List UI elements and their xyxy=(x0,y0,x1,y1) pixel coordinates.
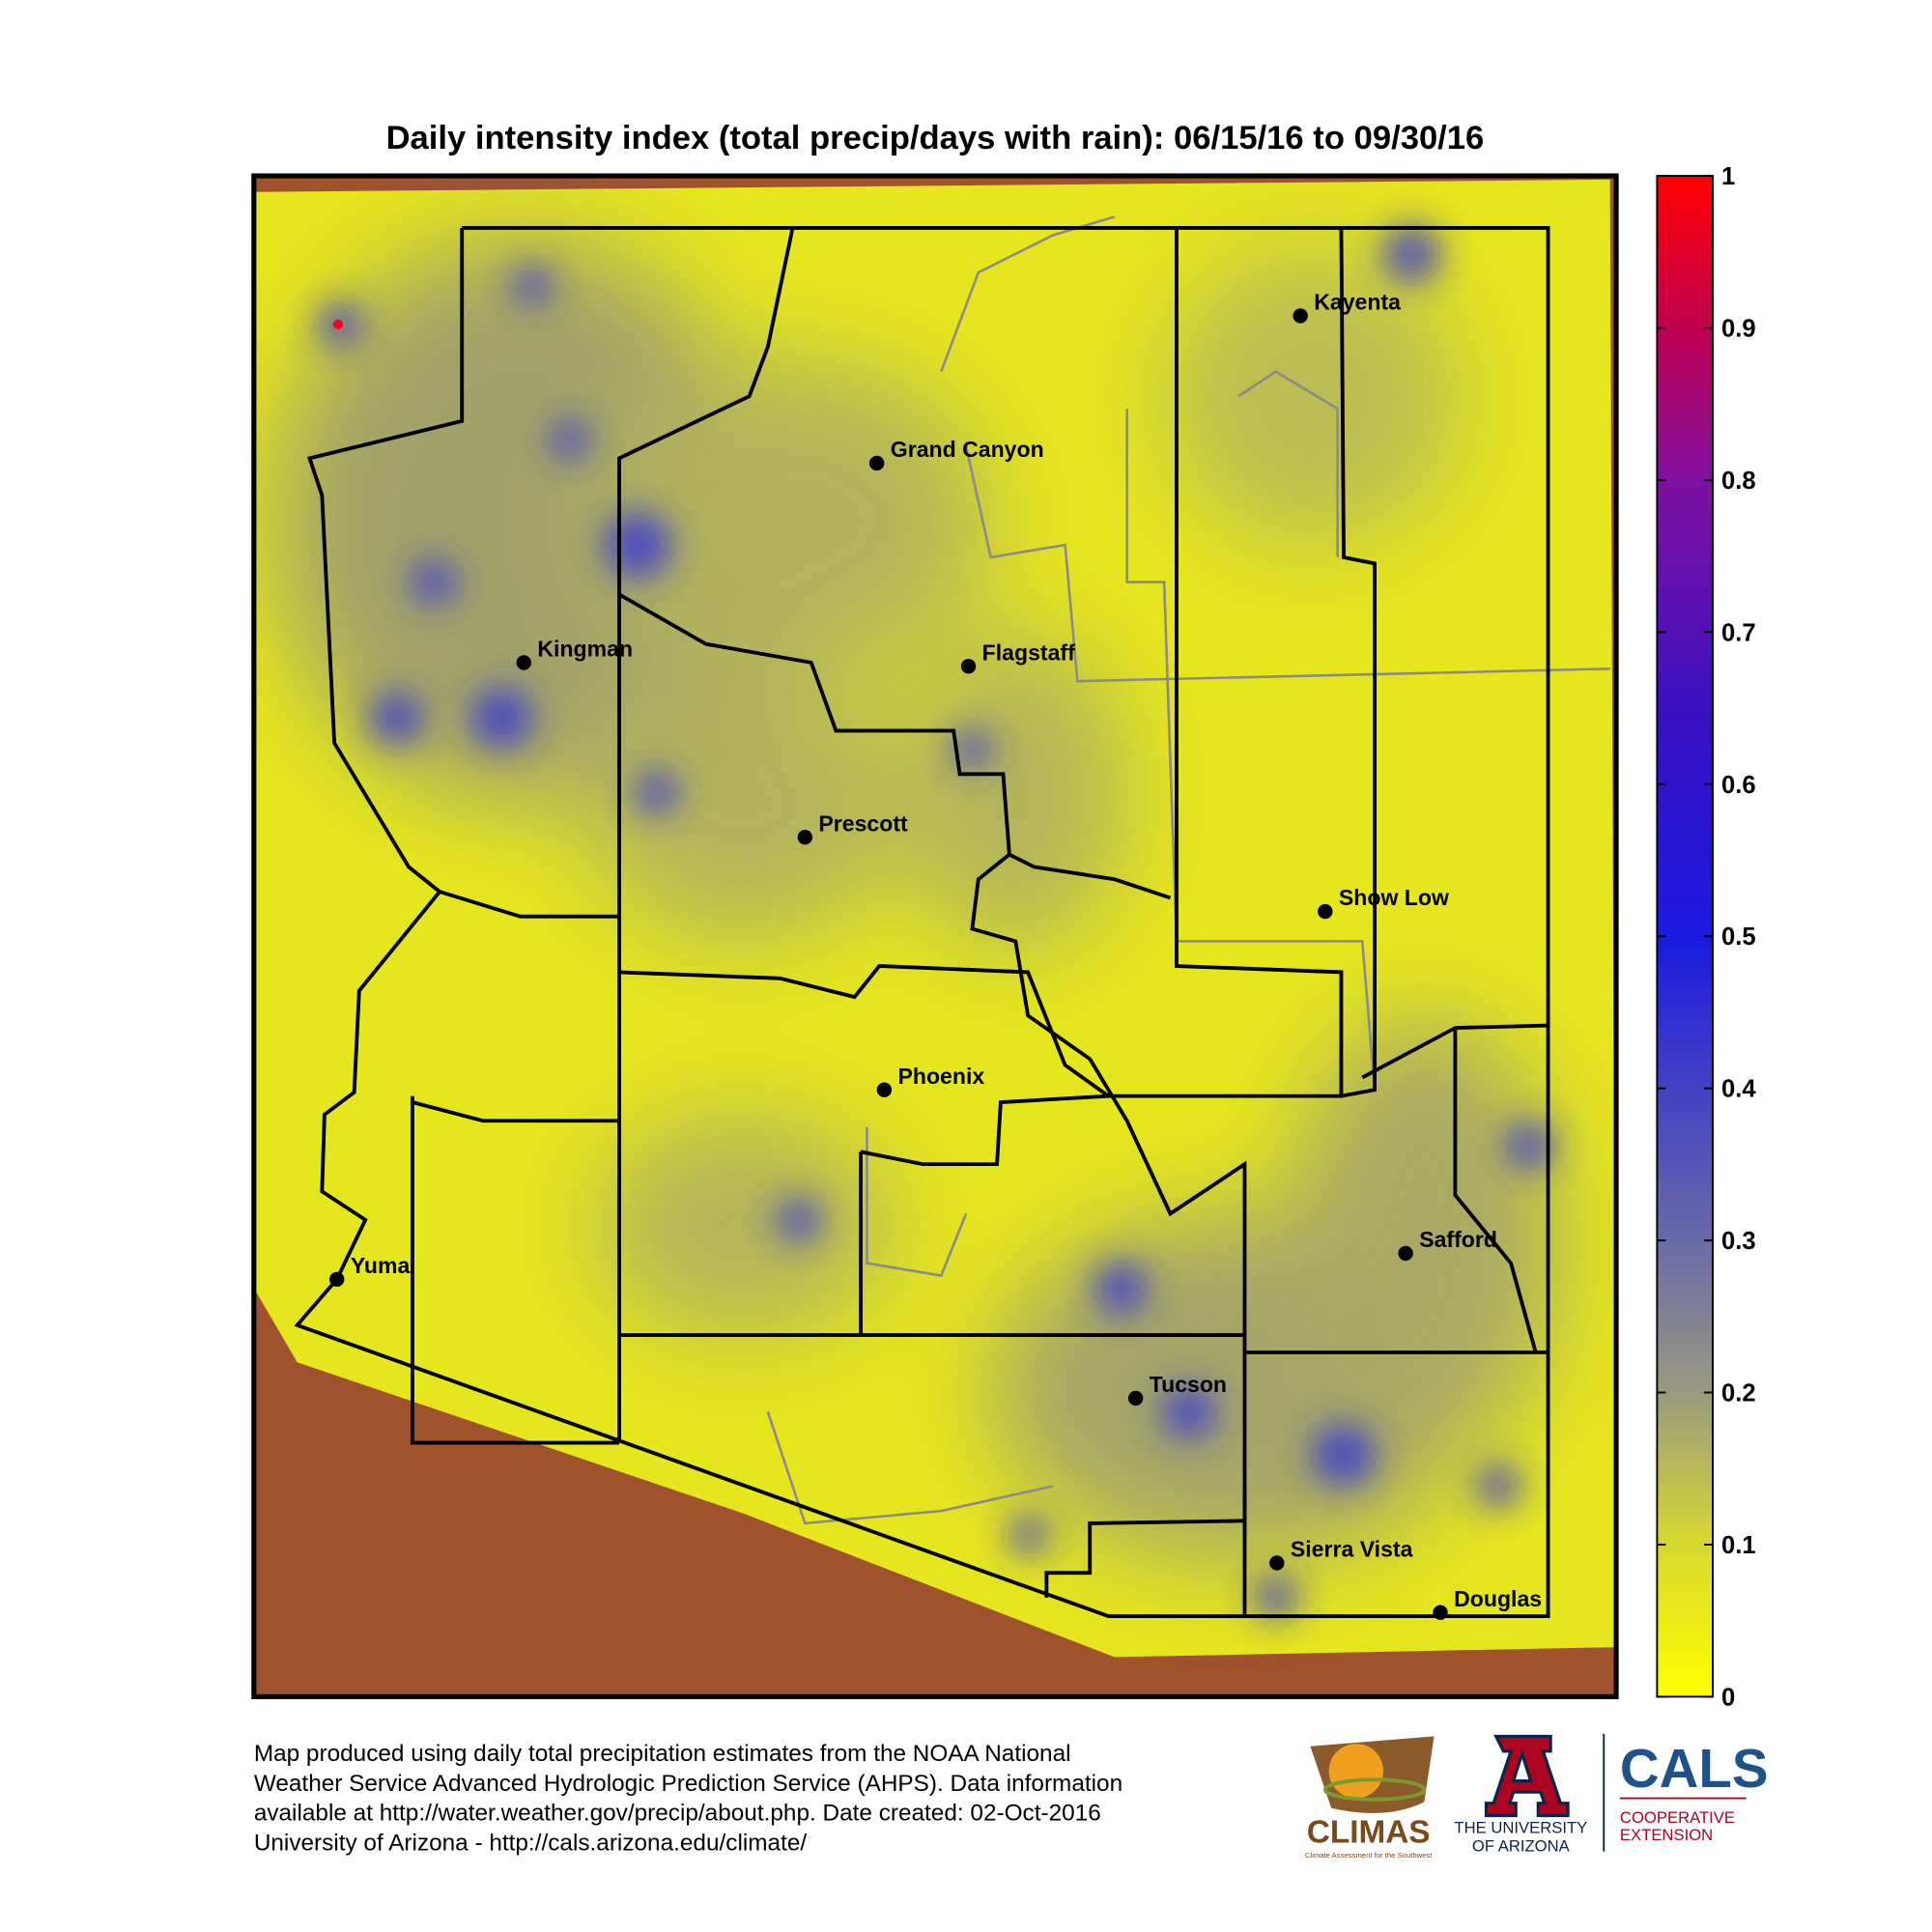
climas-logo: CLIMAS xyxy=(1307,1815,1431,1851)
city-dot xyxy=(1127,1390,1144,1406)
colorbar-ticks: 0 0.1 0.2 0.3 0.4 0.5 0.6 0.7 0.8 0.9 1 xyxy=(1657,163,1756,1711)
map-area xyxy=(253,176,1617,1697)
reservation-lines xyxy=(766,215,1610,1525)
city-label: Douglas xyxy=(1454,1586,1542,1611)
city-label: Show Low xyxy=(1339,885,1449,910)
colorbar-tick-label: 0.7 xyxy=(1721,619,1756,646)
ua-logo: THE UNIVERSITY xyxy=(1454,1818,1587,1836)
city-dot xyxy=(516,655,531,670)
city-dot xyxy=(1293,308,1308,324)
city-label: Tucson xyxy=(1150,1372,1227,1397)
ua-icon xyxy=(1484,1734,1570,1818)
boundaries xyxy=(294,225,1550,1619)
cals-sub: COOPERATIVE xyxy=(1620,1808,1735,1827)
colorbar-tick-label: 0.4 xyxy=(1721,1076,1756,1103)
footer-line: available at http://water.weather.gov/pr… xyxy=(254,1801,1101,1827)
intensity-spots xyxy=(318,224,1554,1620)
city-dot xyxy=(1318,903,1333,920)
logos: CLIMAS Climate Assessment for the Southw… xyxy=(1305,1733,1769,1860)
title: Daily intensity index (total precip/days… xyxy=(386,120,1485,156)
city-label: Prescott xyxy=(818,810,908,836)
city-dot xyxy=(1433,1605,1448,1620)
colorbar-tick-label: 0 xyxy=(1721,1684,1735,1711)
footer-line: Weather Service Advanced Hydrologic Pred… xyxy=(254,1771,1122,1797)
max-spot xyxy=(332,319,344,330)
city-label: Flagstaff xyxy=(982,639,1075,665)
city-dot xyxy=(329,1271,345,1288)
colorbar-tick-label: 0.8 xyxy=(1721,468,1756,495)
footer-line: Map produced using daily total precipita… xyxy=(254,1741,1071,1767)
colorbar-tick-label: 0.5 xyxy=(1721,923,1756,951)
colorbar-tick-label: 1 xyxy=(1721,163,1735,190)
city-label: Safford xyxy=(1419,1227,1497,1252)
city-label: Sierra Vista xyxy=(1291,1537,1413,1562)
colorbar-tick-label: 0.2 xyxy=(1721,1380,1756,1407)
cals-sub: EXTENSION xyxy=(1620,1826,1713,1844)
colorbar-tick-label: 0.1 xyxy=(1721,1532,1756,1559)
colorbar-tick-label: 0.3 xyxy=(1721,1228,1756,1255)
city-label: Kayenta xyxy=(1314,290,1401,315)
city-label: Phoenix xyxy=(897,1064,984,1089)
cities: Kayenta Grand Canyon Kingman Flagstaff Presc… xyxy=(329,290,1542,1620)
cals-logo: CALS xyxy=(1620,1738,1769,1799)
city-label: Kingman xyxy=(537,636,633,661)
city-label: Yuma xyxy=(351,1253,411,1278)
city-dot xyxy=(1398,1245,1413,1262)
footer-line: University of Arizona - http://cals.ariz… xyxy=(254,1830,808,1856)
colorbar-tick-label: 0.6 xyxy=(1721,772,1756,799)
ua-logo: OF ARIZONA xyxy=(1472,1837,1571,1856)
city-dot xyxy=(1269,1555,1285,1571)
climas-sun xyxy=(1328,1744,1384,1799)
colorbar-tick-label: 0.9 xyxy=(1721,315,1756,342)
city-dot xyxy=(869,455,885,471)
map-frame xyxy=(251,173,1619,1699)
city-dot xyxy=(960,659,977,674)
climas-swoosh xyxy=(1322,1777,1427,1802)
city-dot xyxy=(797,829,813,845)
city-label: Grand Canyon xyxy=(891,437,1044,462)
city-dot xyxy=(876,1082,893,1097)
climas-tagline: Climate Assessment for the Southwest xyxy=(1305,1851,1433,1860)
footer: Map produced using daily total precipita… xyxy=(254,1741,1122,1856)
